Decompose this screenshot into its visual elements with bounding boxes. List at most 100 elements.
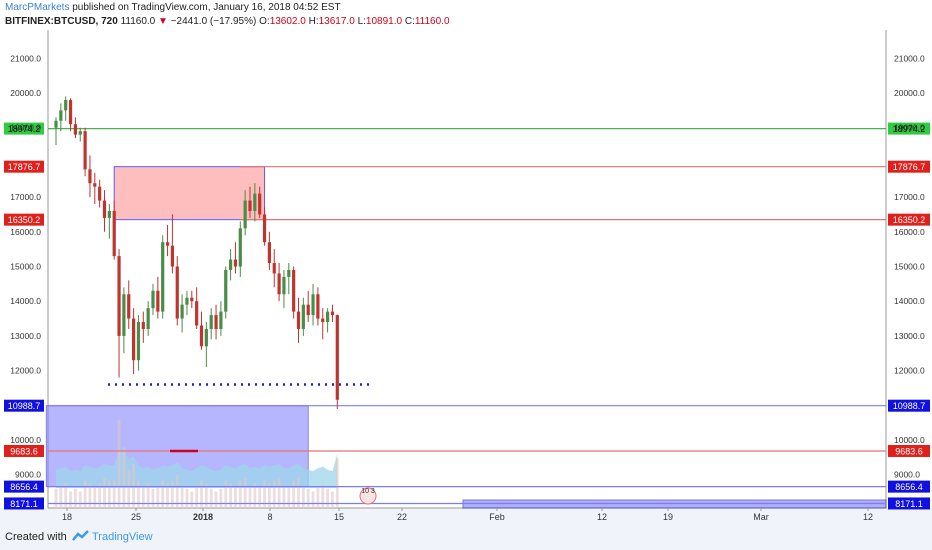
level-tag-right xyxy=(888,444,930,457)
candle-body xyxy=(214,315,218,329)
candle-body xyxy=(180,304,184,319)
level-label-right: 10988.7 xyxy=(893,401,926,411)
volume-bar xyxy=(103,477,106,508)
y-tick-right: 14000.0 xyxy=(894,296,925,306)
candle-body xyxy=(141,322,145,329)
level-label-right: 18974.2 xyxy=(893,124,926,134)
candle-body xyxy=(185,297,189,305)
y-tick-right: 16000.0 xyxy=(894,227,925,237)
candle-body xyxy=(282,276,286,295)
level-tag-left xyxy=(4,480,44,493)
price-chart[interactable]: 18974.2 18974.2 17876.7 17876.7 16350.2 16350… xyxy=(0,0,932,525)
level-tag-right xyxy=(888,213,930,226)
volume-bar xyxy=(248,486,252,508)
close-label: C: xyxy=(404,16,415,27)
candle-body xyxy=(258,193,262,215)
candle-body xyxy=(122,294,126,336)
volume-bar xyxy=(88,483,92,508)
candle-body xyxy=(296,311,301,329)
level-label-left: 9683.6 xyxy=(10,446,38,456)
author-link[interactable]: MarcPMarkets xyxy=(5,2,70,13)
volume-bar xyxy=(243,477,247,508)
level-label-right: 8171.1 xyxy=(895,499,923,509)
volume-bar xyxy=(316,486,320,508)
level-tag-left xyxy=(4,497,44,510)
volume-bar xyxy=(74,488,77,508)
candle-body xyxy=(112,210,116,257)
volume-bar xyxy=(151,488,155,508)
tradingview-logo-icon[interactable] xyxy=(72,529,90,546)
volume-bar xyxy=(195,486,199,508)
level-label-right: 8656.4 xyxy=(895,482,923,492)
low-value: 10891.0 xyxy=(365,16,403,27)
y-tick-right: 19000.0 xyxy=(894,123,925,133)
volume-bar xyxy=(335,458,339,508)
volume-bar xyxy=(287,486,291,508)
tradingview-link[interactable]: TradingView xyxy=(92,531,153,543)
candle-body xyxy=(170,245,174,267)
volume-bar xyxy=(306,488,310,508)
x-tick-label: 12 xyxy=(597,512,607,522)
volume-bar xyxy=(277,477,281,508)
y-tick-right: 20000.0 xyxy=(894,88,925,98)
candle-body xyxy=(248,200,252,211)
candle-body xyxy=(311,294,315,316)
price-change: −2441.0 (−17.95%) xyxy=(170,16,257,27)
down-arrow-icon: ▼ xyxy=(158,16,168,27)
candle-body xyxy=(238,228,242,267)
candle-body xyxy=(262,214,267,243)
volume-bar xyxy=(321,483,325,508)
publish-info: published on TradingView.com, January 16… xyxy=(72,2,341,13)
candle-body xyxy=(267,242,271,264)
y-tick-left: 21000.0 xyxy=(10,53,41,63)
level-label-right: 16350.2 xyxy=(893,215,926,225)
supply-zone xyxy=(113,166,266,221)
y-tick-right: 13000.0 xyxy=(894,331,925,341)
volume-bar xyxy=(224,480,228,508)
level-label-left: 17876.7 xyxy=(8,162,41,172)
level-tag-right xyxy=(888,122,930,135)
candle-body xyxy=(306,304,310,316)
x-tick-label: 15 xyxy=(334,512,344,522)
level-label-right: 9683.6 xyxy=(895,446,923,456)
y-tick-left: 17000.0 xyxy=(10,192,41,202)
candle-body xyxy=(277,273,281,295)
volume-bar xyxy=(292,480,296,508)
volume-bar xyxy=(117,420,121,508)
candle-body xyxy=(98,186,102,201)
volume-bar xyxy=(229,483,232,508)
candle-body xyxy=(229,259,233,270)
level-label-left: 16350.2 xyxy=(8,215,41,225)
open-value: 13602.0 xyxy=(269,16,306,27)
left-price-scale[interactable] xyxy=(0,30,48,508)
right-price-scale[interactable] xyxy=(886,30,932,508)
candle-body xyxy=(83,131,87,170)
candle-body xyxy=(326,311,330,323)
symbol-label[interactable]: BITFINEX:BTCUSD, 720 xyxy=(5,16,118,27)
volume-bar xyxy=(185,488,189,508)
candle-body xyxy=(64,99,68,111)
symbol-line: BITFINEX:BTCUSD, 720 11160.0 ▼ −2441.0 (… xyxy=(5,16,450,27)
y-tick-left: 19000.0 xyxy=(10,123,41,133)
y-tick-right: 17000.0 xyxy=(894,192,925,202)
volume-bar xyxy=(301,486,305,508)
high-value: 13617.0 xyxy=(318,16,355,27)
y-tick-left: 9000.0 xyxy=(15,470,41,480)
x-tick-label: 8 xyxy=(267,512,272,522)
low-label: L: xyxy=(357,16,366,27)
volume-bar xyxy=(122,447,126,508)
y-tick-right: 15000.0 xyxy=(894,262,925,272)
candle-body xyxy=(136,322,141,361)
x-tick-label: 22 xyxy=(397,512,407,522)
y-tick-left: 10000.0 xyxy=(10,435,41,445)
candle-body xyxy=(93,183,97,187)
volume-bar xyxy=(268,483,271,508)
level-tag-right xyxy=(888,497,930,510)
volume-bar xyxy=(127,469,131,508)
created-with-label: Created with xyxy=(5,531,67,543)
candle-body xyxy=(78,131,82,135)
x-tick-label: 18 xyxy=(62,512,72,522)
volume-bar xyxy=(175,475,179,508)
candle-body xyxy=(272,263,276,274)
volume-bar xyxy=(214,491,218,508)
